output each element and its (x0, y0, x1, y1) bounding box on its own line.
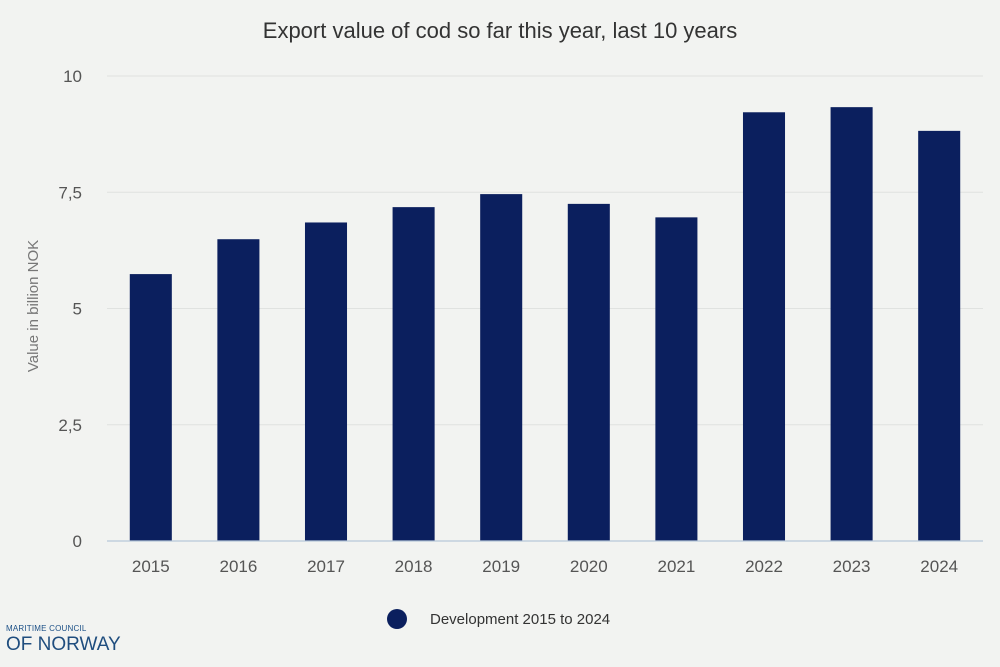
bar-2022[interactable] (742, 112, 786, 542)
bar-2018[interactable] (392, 207, 435, 541)
logo-line-2: OF NORWAY (6, 634, 121, 655)
x-tick-label: 2024 (920, 557, 958, 576)
y-tick-label: 0 (73, 532, 82, 551)
x-tick-label: 2017 (307, 557, 345, 576)
y-tick-label: 10 (63, 67, 82, 86)
chart-title: Export value of cod so far this year, la… (263, 18, 737, 43)
x-tick-label: 2016 (219, 557, 257, 576)
x-tick-label: 2022 (745, 557, 783, 576)
bar-2024[interactable] (918, 130, 961, 541)
legend-marker (387, 609, 407, 629)
maritime-council-logo: MARITIME COUNCIL OF NORWAY (6, 624, 121, 656)
legend[interactable]: Development 2015 to 2024 (387, 609, 610, 629)
x-tick-label: 2015 (132, 557, 170, 576)
x-tick-label: 2019 (482, 557, 520, 576)
bar-2020[interactable] (567, 203, 610, 541)
bar-2015[interactable] (129, 274, 172, 541)
bars (129, 107, 961, 542)
y-axis-label: Value in billion NOK (25, 240, 42, 372)
bar-2019[interactable] (480, 194, 523, 542)
bar-2023[interactable] (830, 107, 873, 541)
bar-2017[interactable] (304, 222, 348, 541)
y-tick-label: 5 (73, 300, 82, 319)
x-tick-label: 2023 (833, 557, 871, 576)
y-tick-label: 2,5 (58, 416, 82, 435)
x-tick-label: 2021 (657, 557, 695, 576)
bar-2016[interactable] (217, 239, 260, 541)
x-axis-ticks: 2015 2016 2017 2018 2019 2020 2021 2022 2023 2024 (132, 557, 958, 576)
y-tick-label: 7,5 (58, 183, 82, 202)
y-axis-ticks: 0 2,5 5 7,5 10 (58, 67, 82, 551)
legend-label: Development 2015 to 2024 (430, 611, 610, 628)
x-tick-label: 2018 (395, 557, 433, 576)
x-tick-label: 2020 (570, 557, 608, 576)
bar-2021[interactable] (655, 217, 698, 542)
logo-line-1: MARITIME COUNCIL (6, 624, 87, 633)
